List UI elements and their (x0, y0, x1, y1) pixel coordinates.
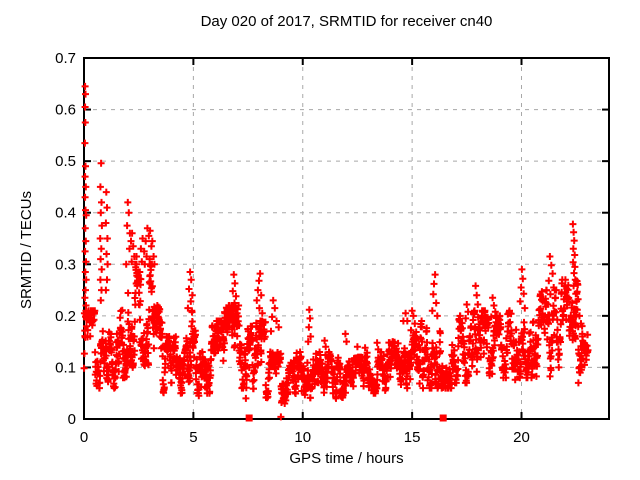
y-axis-label: SRMTID / TECUs (18, 190, 35, 310)
x-tick-label: 0 (80, 429, 88, 446)
y-tick-label: 0.2 (55, 308, 76, 325)
x-tick-label: 10 (294, 429, 311, 446)
y-tick-label: 0 (68, 411, 76, 428)
plot-border (83, 57, 610, 420)
data-points (80, 82, 592, 421)
y-tick-label: 0.4 (55, 205, 76, 222)
chart-title: Day 020 of 2017, SRMTID for receiver cn4… (200, 13, 493, 30)
x-tick-label: 5 (189, 429, 197, 446)
tick-labels: 0 5 10 15 20 0 0.1 0.2 0.3 0.4 0.5 0.6 0.7 (55, 50, 530, 446)
x-axis-label: GPS time / hours (289, 450, 404, 467)
y-tick-label: 0.5 (55, 153, 76, 170)
y-tick-label: 0.3 (55, 256, 76, 273)
flagged-points (245, 414, 447, 422)
y-tick-label: 0.1 (55, 359, 76, 376)
x-tick-label: 15 (404, 429, 421, 446)
y-tick-label: 0.7 (55, 50, 76, 67)
x-tick-label: 20 (513, 429, 530, 446)
y-tick-label: 0.6 (55, 102, 76, 119)
